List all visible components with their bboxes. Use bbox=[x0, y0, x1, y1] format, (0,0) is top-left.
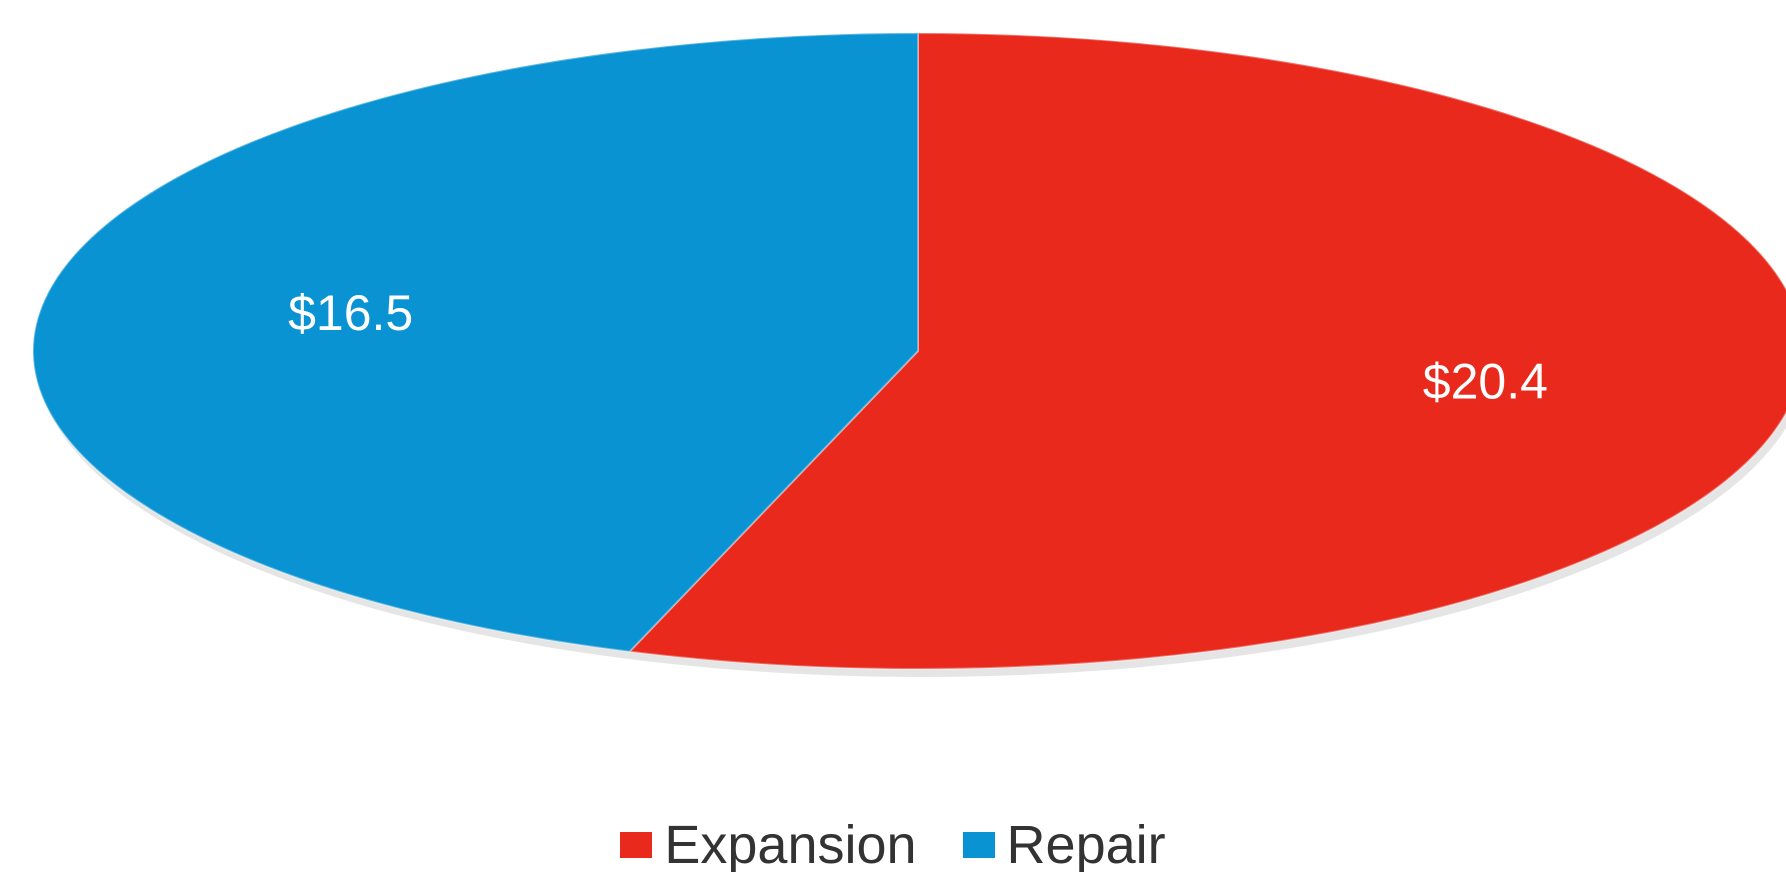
legend-label-repair: Repair bbox=[1006, 815, 1166, 872]
legend-label-expansion: Expansion bbox=[664, 815, 917, 872]
legend-swatch-expansion bbox=[620, 832, 653, 858]
pie-slice-repair bbox=[32, 31, 919, 653]
pie-slice-expansion bbox=[627, 31, 1786, 670]
legend-swatch-repair bbox=[962, 832, 995, 858]
slice-label-expansion: $20.4 bbox=[1423, 353, 1548, 409]
legend: Expansion Repair bbox=[0, 818, 1786, 872]
legend-item-repair: Repair bbox=[962, 815, 1166, 872]
slice-label-repair: $16.5 bbox=[288, 285, 413, 341]
legend-item-expansion: Expansion bbox=[620, 815, 917, 872]
